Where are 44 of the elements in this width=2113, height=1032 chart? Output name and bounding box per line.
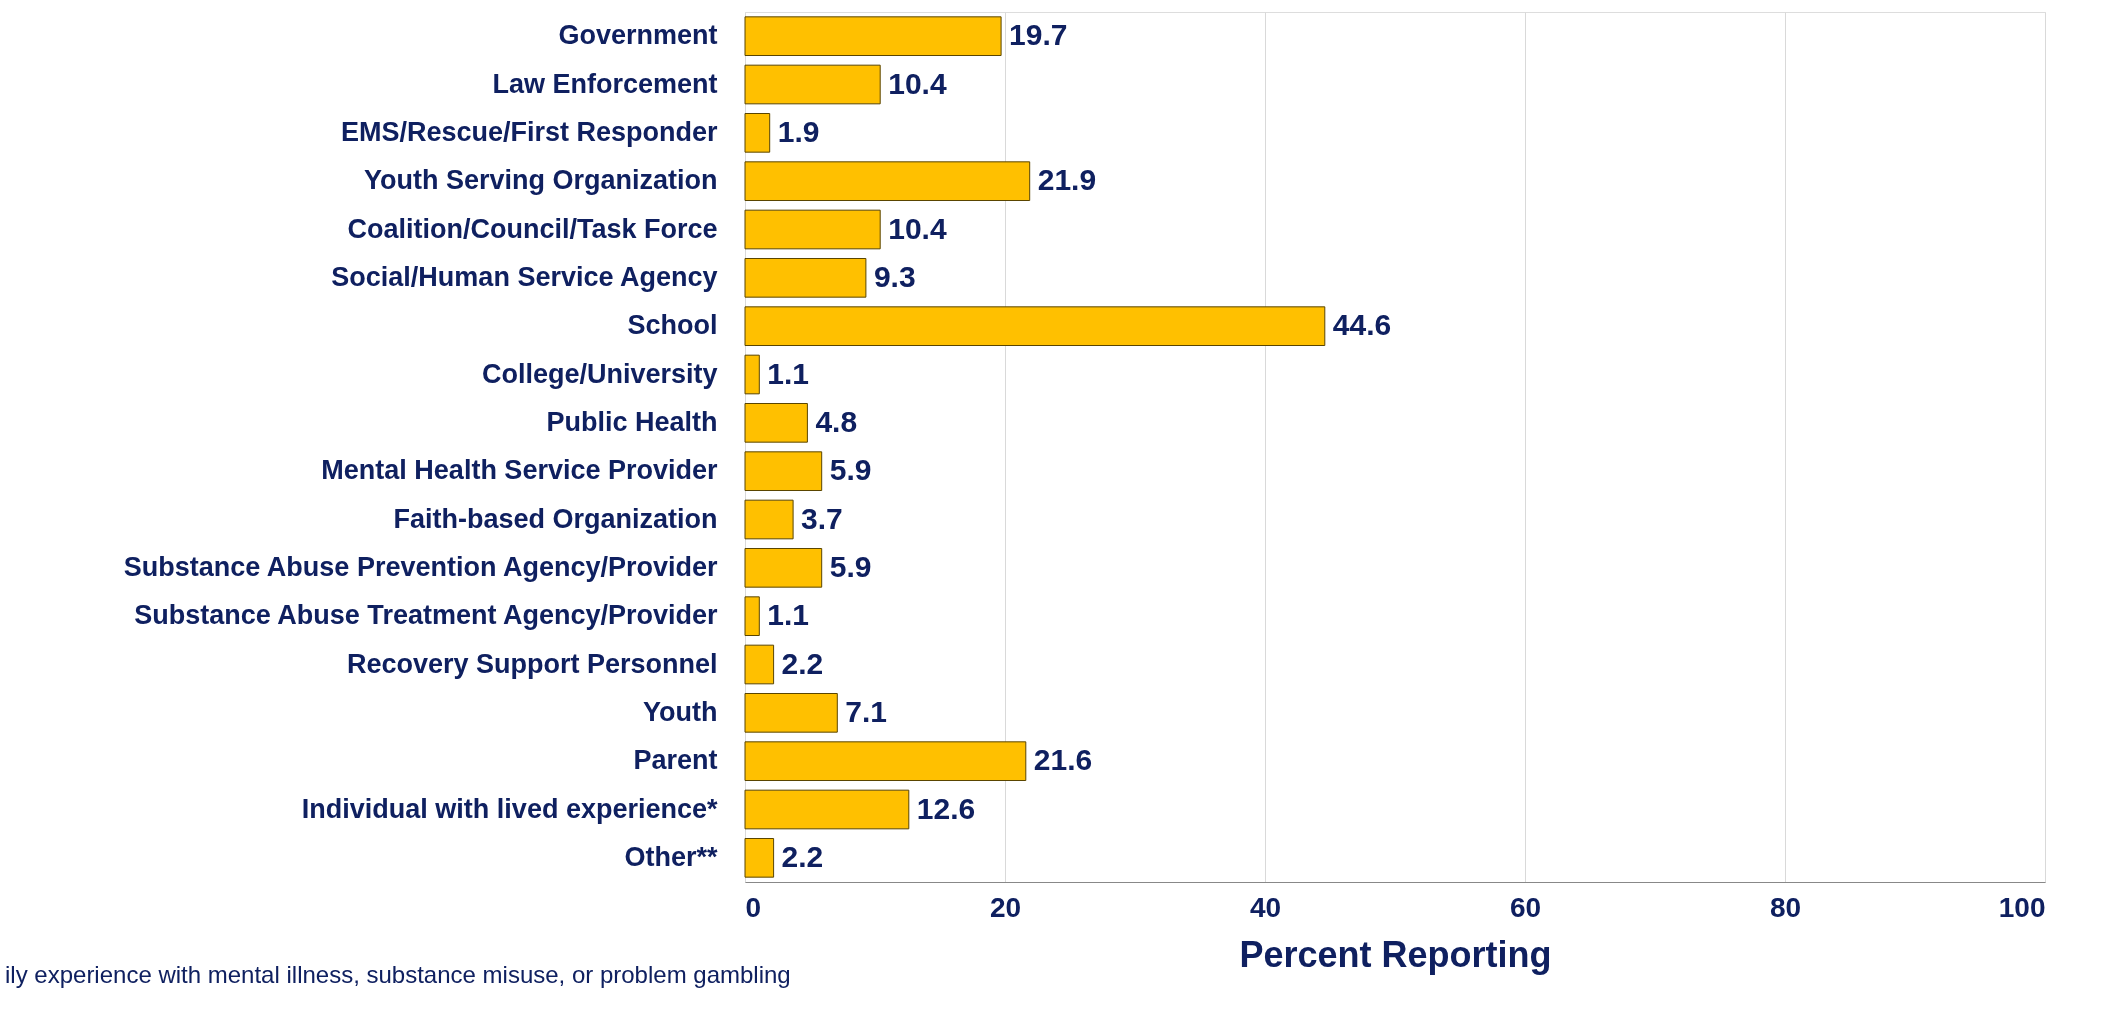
data-label: 2.2	[781, 646, 824, 680]
x-tick-label: 20	[989, 891, 1022, 923]
y-tick-label: Substance Abuse Prevention Agency/Provider	[123, 551, 718, 582]
data-label: 21.6	[1033, 743, 1093, 777]
y-tick-label: Substance Abuse Treatment Agency/Provider	[134, 600, 718, 631]
data-label: 1.9	[777, 114, 820, 148]
y-tick-label: Other**	[624, 841, 718, 872]
x-axis-title: Percent Reporting	[1239, 933, 1552, 975]
data-label: 12.6	[916, 791, 976, 825]
x-tick-label: 100	[1998, 891, 2046, 923]
data-label: 4.8	[815, 404, 858, 438]
data-label: 5.9	[829, 453, 872, 487]
data-label: 3.7	[801, 501, 843, 535]
data-label: 10.4	[888, 211, 947, 245]
data-label: 7.1	[845, 694, 888, 728]
y-tick-label: Government	[558, 20, 718, 51]
x-tick-label: 40	[1249, 891, 1282, 923]
y-tick-label: Youth Serving Organization	[363, 165, 718, 196]
y-tick-label: College/University	[481, 358, 718, 389]
y-tick-label: Mental Health Service Provider	[321, 455, 718, 486]
data-label: 5.9	[829, 549, 872, 583]
data-label: 9.3	[873, 259, 916, 293]
data-label: 44.6	[1332, 308, 1392, 342]
y-tick-label: Social/Human Service Agency	[331, 261, 718, 292]
y-tick-label: Law Enforcement	[492, 68, 718, 99]
y-tick-label: School	[627, 310, 718, 341]
data-label: 21.9	[1037, 163, 1097, 197]
y-tick-label: Parent	[633, 745, 718, 776]
y-tick-label: Faith-based Organization	[393, 503, 718, 534]
y-tick-label: EMS/Rescue/First Responder	[340, 116, 718, 147]
data-label: 19.7	[1009, 18, 1068, 52]
y-tick-label: Coalition/Council/Task Force	[347, 213, 718, 244]
y-tick-label: Public Health	[546, 406, 718, 437]
data-label: 10.4	[888, 66, 947, 100]
data-label: 2.2	[781, 839, 824, 873]
data-label: 1.1	[767, 356, 810, 390]
text: ily experience with mental illness, substance misuse, or problem gambling	[5, 961, 791, 988]
x-tick-label: 60	[1509, 891, 1542, 923]
x-tick-label: 80	[1769, 891, 1802, 923]
data-label: 1.1	[767, 598, 810, 632]
y-tick-label: Individual with lived experience*	[301, 793, 718, 824]
x-tick-label: 0	[745, 891, 762, 923]
y-tick-label: Recovery Support Personnel	[346, 648, 718, 679]
y-tick-label: Youth	[643, 696, 718, 727]
